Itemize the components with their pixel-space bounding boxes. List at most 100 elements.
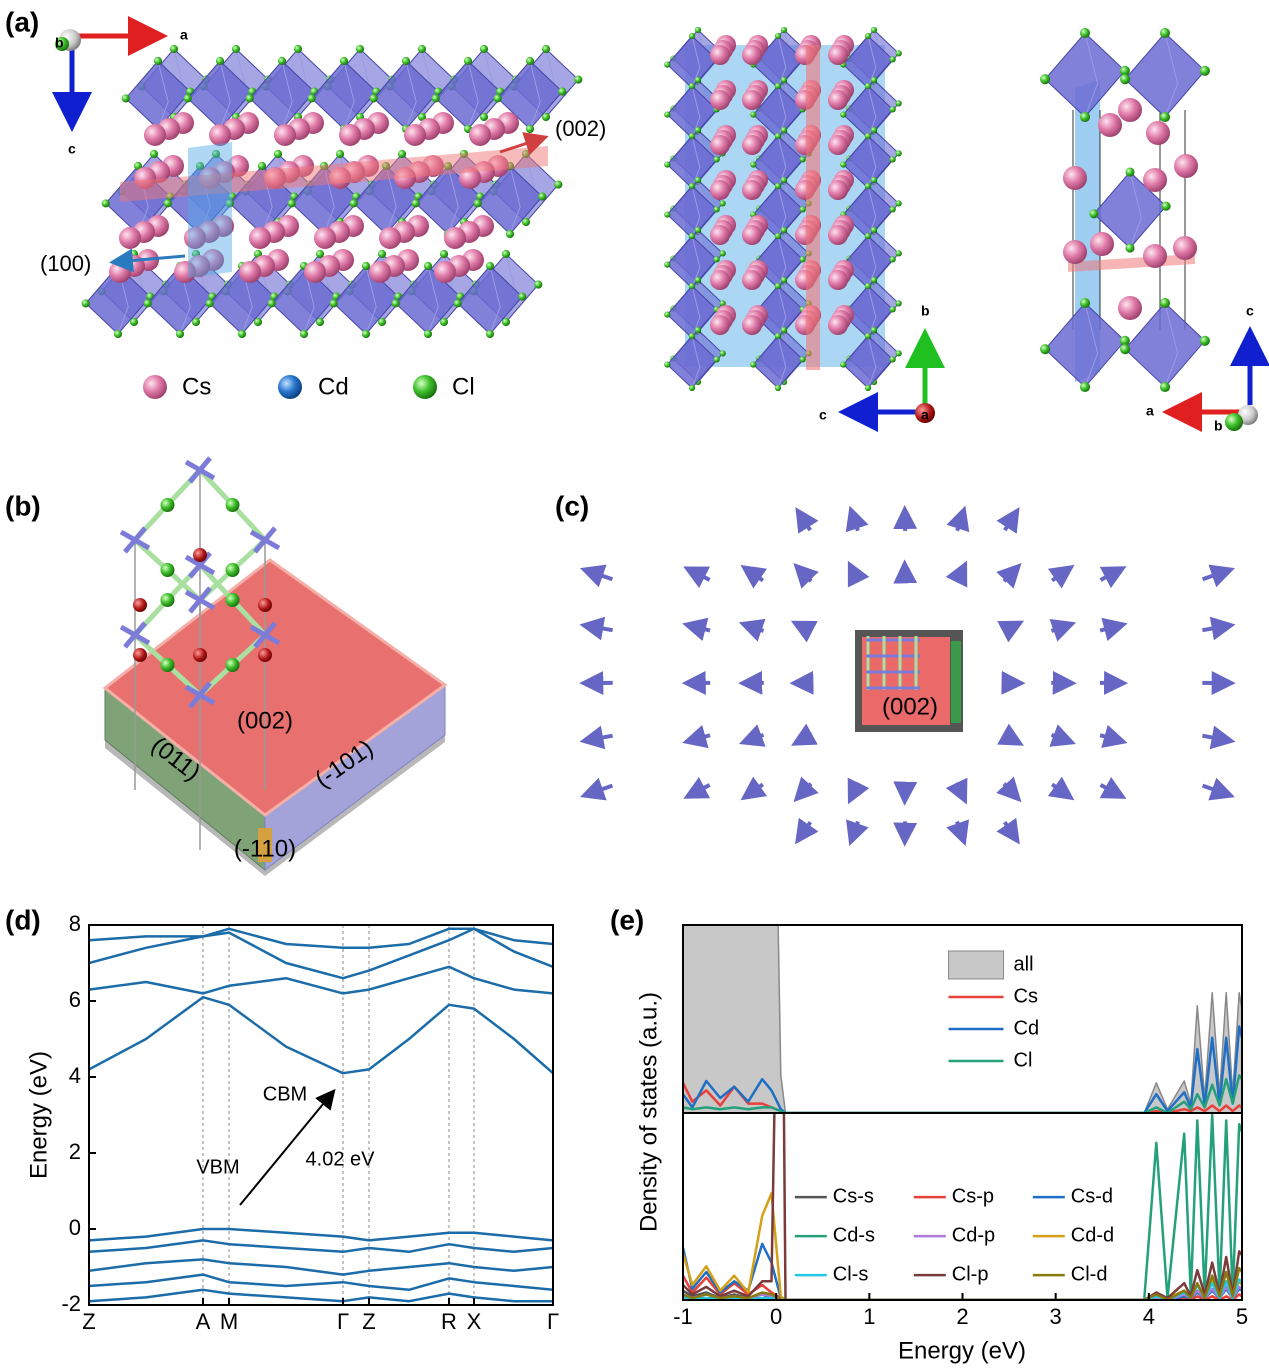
cl-atom xyxy=(225,199,234,208)
y-tick-label: 4 xyxy=(69,1063,81,1088)
atom xyxy=(109,261,131,283)
y-tick-label: 6 xyxy=(69,987,81,1012)
cl-atom xyxy=(315,317,325,327)
atom xyxy=(828,90,848,110)
field-arrow xyxy=(997,620,1025,643)
legend-label: Cd xyxy=(318,373,349,400)
cl-atom xyxy=(1120,344,1131,355)
arrow xyxy=(109,248,186,273)
legend-label: Cl-s xyxy=(833,1263,869,1285)
cl-atom xyxy=(889,106,896,113)
atom xyxy=(742,315,762,335)
x-tick-label: 2 xyxy=(956,1304,968,1329)
cl-atom xyxy=(1159,111,1171,123)
cl-atom xyxy=(349,199,358,208)
annotation: VBM xyxy=(196,1156,239,1178)
cl-atom xyxy=(694,126,702,134)
atom xyxy=(184,227,206,249)
cl-atom xyxy=(694,226,702,234)
field-arrow xyxy=(945,777,968,805)
plane-label: (002) xyxy=(555,116,606,141)
atom xyxy=(413,375,437,399)
atom xyxy=(710,135,730,155)
cl-atom xyxy=(423,261,433,271)
cl-atom xyxy=(694,26,702,34)
cl-atom xyxy=(541,44,551,54)
octahedron-edge xyxy=(867,285,877,339)
cl-atom xyxy=(411,199,420,208)
x-tick-label: 0 xyxy=(770,1304,782,1329)
plane-100 xyxy=(188,142,232,278)
field-arrow xyxy=(793,563,819,589)
x-tick-label: A xyxy=(196,1309,211,1334)
cl-atom xyxy=(133,161,143,171)
cl-atom xyxy=(664,261,671,268)
axis-label: c xyxy=(1246,303,1254,319)
cl-atom xyxy=(439,317,449,327)
cl-atom xyxy=(479,112,489,122)
cl-atom xyxy=(129,317,139,327)
atom xyxy=(1090,232,1114,256)
cl-atom xyxy=(253,317,263,327)
octahedron-edge xyxy=(867,35,877,89)
octahedron xyxy=(1044,302,1126,388)
cl-atom xyxy=(864,182,872,190)
cl-atom xyxy=(864,332,872,340)
cl-atom xyxy=(688,82,696,90)
atom xyxy=(143,375,167,399)
cl-atom xyxy=(664,311,671,318)
cl-atom xyxy=(463,56,473,66)
legend-label: Cs xyxy=(182,373,211,400)
cl-atom xyxy=(1089,209,1099,219)
cl-atom xyxy=(479,44,489,54)
plot-area xyxy=(683,1113,1242,1300)
x-tick-label: 1 xyxy=(863,1304,875,1329)
arrow xyxy=(239,1088,336,1206)
octahedron-edge xyxy=(691,35,701,89)
line xyxy=(89,1273,553,1292)
cl-atom xyxy=(453,299,462,308)
plot-area xyxy=(683,925,1242,1113)
octahedron-edge xyxy=(509,165,521,235)
octahedron-edge xyxy=(427,265,439,335)
octahedron-edge xyxy=(691,185,701,239)
atom xyxy=(742,45,762,65)
cl-atom xyxy=(1159,297,1171,309)
cl-atom xyxy=(895,250,902,257)
field-arrow xyxy=(1099,566,1127,589)
cl-atom xyxy=(169,44,179,54)
cl-atom xyxy=(895,300,902,307)
cl-atom xyxy=(774,232,782,240)
octahedron-edge xyxy=(777,85,787,139)
atom xyxy=(710,315,730,335)
field-arrow xyxy=(738,618,766,642)
line xyxy=(89,927,553,980)
cl-atom xyxy=(750,361,757,368)
field-arrow xyxy=(682,724,711,749)
cl-atom xyxy=(473,199,482,208)
cd-bond xyxy=(253,621,277,649)
cl-atom xyxy=(315,249,325,259)
atom xyxy=(828,270,848,290)
cl-atom xyxy=(501,249,511,259)
cl-atom xyxy=(870,126,878,134)
cl-atom xyxy=(719,350,726,357)
cl-atom xyxy=(534,280,543,289)
cl-atom xyxy=(149,149,159,159)
cd-bond xyxy=(253,526,277,554)
cl-atom xyxy=(293,44,303,54)
atom xyxy=(55,37,69,51)
octahedron-edge xyxy=(691,335,701,389)
atom xyxy=(174,261,196,283)
octahedron-edge xyxy=(777,135,787,189)
cl-atom xyxy=(558,87,567,96)
x-tick-label: Γ xyxy=(337,1309,349,1334)
axis-label: b xyxy=(921,303,930,319)
cl-atom xyxy=(175,329,185,339)
axis-label: a xyxy=(921,407,929,423)
cl-atom xyxy=(215,56,225,66)
cl-atom xyxy=(774,82,782,90)
cl-atom xyxy=(799,156,806,163)
cl-atom xyxy=(361,329,371,339)
field-arrow xyxy=(793,776,819,803)
